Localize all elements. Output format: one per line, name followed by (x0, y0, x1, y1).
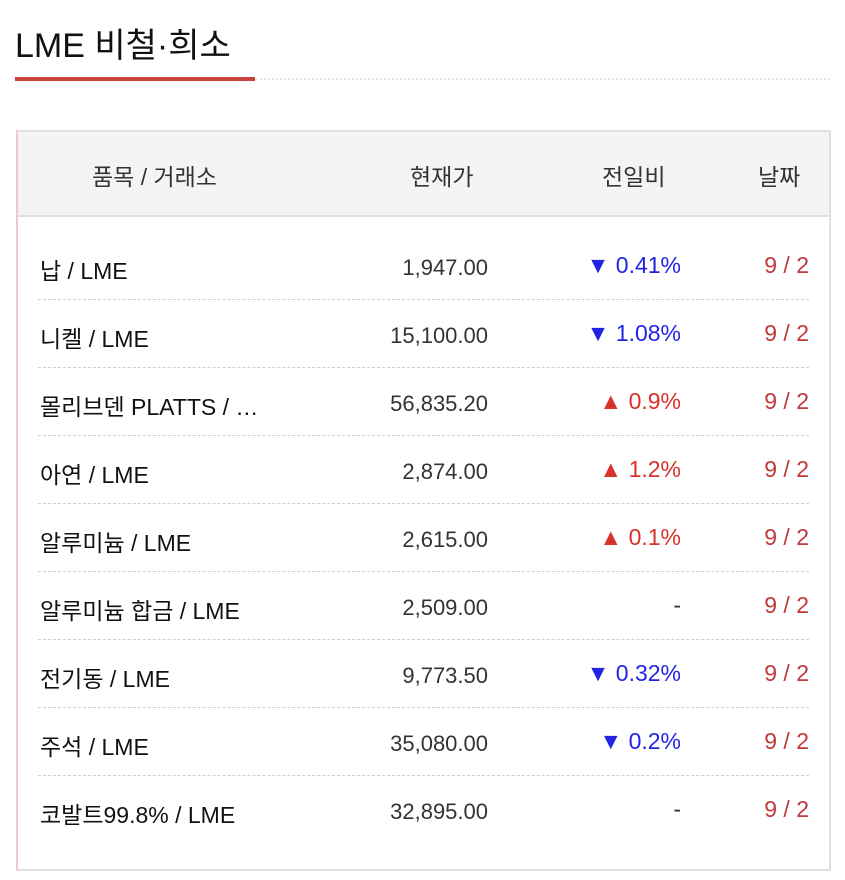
title-underline (15, 77, 255, 81)
table-row[interactable]: 알루미늄 / LME 2,615.00 ▲ 0.1% 9 / 2 (38, 504, 809, 572)
item-name[interactable]: 납 / LME (40, 258, 128, 284)
item-name[interactable]: 주석 / LME (40, 734, 149, 760)
table-row[interactable]: 몰리브덴 PLATTS / … 56,835.20 ▲ 0.9% 9 / 2 (38, 368, 809, 436)
item-name[interactable]: 알루미늄 / LME (40, 530, 192, 556)
item-name[interactable]: 알루미늄 합금 / LME (40, 598, 240, 624)
item-change: ▼ 0.2% (599, 728, 681, 754)
table-header: 품목 / 거래소 현재가 전일비 날짜 (18, 132, 829, 217)
item-date: 9 / 2 (764, 388, 809, 414)
item-change: ▼ 1.08% (586, 320, 681, 346)
item-date: 9 / 2 (764, 660, 809, 686)
item-price: 2,615.00 (402, 527, 488, 552)
item-change: ▲ 1.2% (599, 456, 681, 482)
header-date: 날짜 (758, 164, 801, 190)
item-change: ▼ 0.41% (586, 252, 681, 278)
section-title: LME 비철·희소 (15, 27, 231, 65)
item-price: 2,874.00 (402, 459, 488, 484)
item-name[interactable]: 몰리브덴 PLATTS / … (40, 394, 259, 420)
table-row[interactable]: 니켈 / LME 15,100.00 ▼ 1.08% 9 / 2 (38, 300, 809, 368)
item-price: 32,895.00 (390, 799, 488, 824)
item-change: - (673, 592, 681, 618)
item-price: 56,835.20 (390, 391, 488, 416)
item-date: 9 / 2 (764, 592, 809, 618)
table-row[interactable]: 주석 / LME 35,080.00 ▼ 0.2% 9 / 2 (38, 708, 809, 776)
item-date: 9 / 2 (764, 796, 809, 822)
item-date: 9 / 2 (764, 728, 809, 754)
header-price: 현재가 (410, 164, 474, 190)
item-price: 9,773.50 (402, 663, 488, 688)
item-name[interactable]: 니켈 / LME (40, 326, 149, 352)
table-row[interactable]: 전기동 / LME 9,773.50 ▼ 0.32% 9 / 2 (38, 640, 809, 708)
table-body: 납 / LME 1,947.00 ▼ 0.41% 9 / 2 니켈 / LME 15,10… (38, 232, 809, 843)
item-price: 1,947.00 (402, 255, 488, 280)
title-divider (255, 78, 830, 80)
header-item: 품목 / 거래소 (92, 164, 217, 190)
table-row[interactable]: 코발트99.8% / LME 32,895.00 - 9 / 2 (38, 776, 809, 843)
item-change: ▲ 0.1% (599, 524, 681, 550)
item-change: ▼ 0.32% (586, 660, 681, 686)
item-price: 2,509.00 (402, 595, 488, 620)
item-name[interactable]: 코발트99.8% / LME (40, 802, 236, 828)
price-table: 품목 / 거래소 현재가 전일비 날짜 납 / LME 1,947.00 ▼ 0.4… (16, 130, 831, 871)
item-change: ▲ 0.9% (599, 388, 681, 414)
item-price: 35,080.00 (390, 731, 488, 756)
table-row[interactable]: 알루미늄 합금 / LME 2,509.00 - 9 / 2 (38, 572, 809, 640)
item-date: 9 / 2 (764, 456, 809, 482)
table-row[interactable]: 아연 / LME 2,874.00 ▲ 1.2% 9 / 2 (38, 436, 809, 504)
item-price: 15,100.00 (390, 323, 488, 348)
item-name[interactable]: 아연 / LME (40, 462, 149, 488)
item-date: 9 / 2 (764, 252, 809, 278)
item-change: - (673, 796, 681, 822)
header-change: 전일비 (602, 164, 666, 190)
table-row[interactable]: 납 / LME 1,947.00 ▼ 0.41% 9 / 2 (38, 232, 809, 300)
item-date: 9 / 2 (764, 524, 809, 550)
item-date: 9 / 2 (764, 320, 809, 346)
item-name[interactable]: 전기동 / LME (40, 666, 170, 692)
